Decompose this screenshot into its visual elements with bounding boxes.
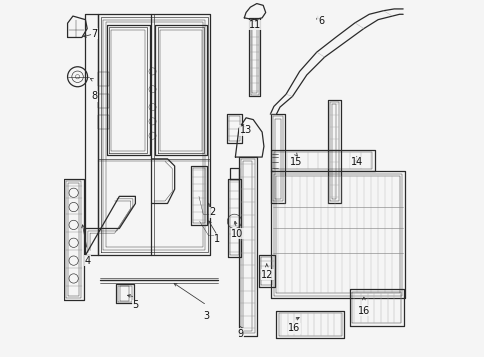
Text: 1: 1: [214, 234, 220, 244]
Text: 11: 11: [248, 20, 260, 30]
Bar: [98, 94, 108, 108]
Bar: [98, 72, 108, 86]
Text: 4: 4: [84, 256, 90, 266]
Text: 6: 6: [318, 16, 323, 26]
Text: 5: 5: [132, 300, 138, 310]
Text: 9: 9: [237, 329, 243, 339]
Bar: [98, 115, 108, 129]
Text: 14: 14: [350, 157, 362, 167]
Text: 8: 8: [91, 91, 97, 101]
Text: 2: 2: [209, 207, 215, 217]
Text: 12: 12: [261, 270, 273, 280]
Text: 13: 13: [240, 125, 252, 135]
Text: 7: 7: [91, 29, 97, 39]
Text: 10: 10: [230, 229, 243, 239]
Text: 3: 3: [203, 311, 210, 321]
Text: 15: 15: [289, 157, 302, 167]
Text: 16: 16: [287, 323, 300, 333]
Text: 16: 16: [357, 306, 369, 316]
